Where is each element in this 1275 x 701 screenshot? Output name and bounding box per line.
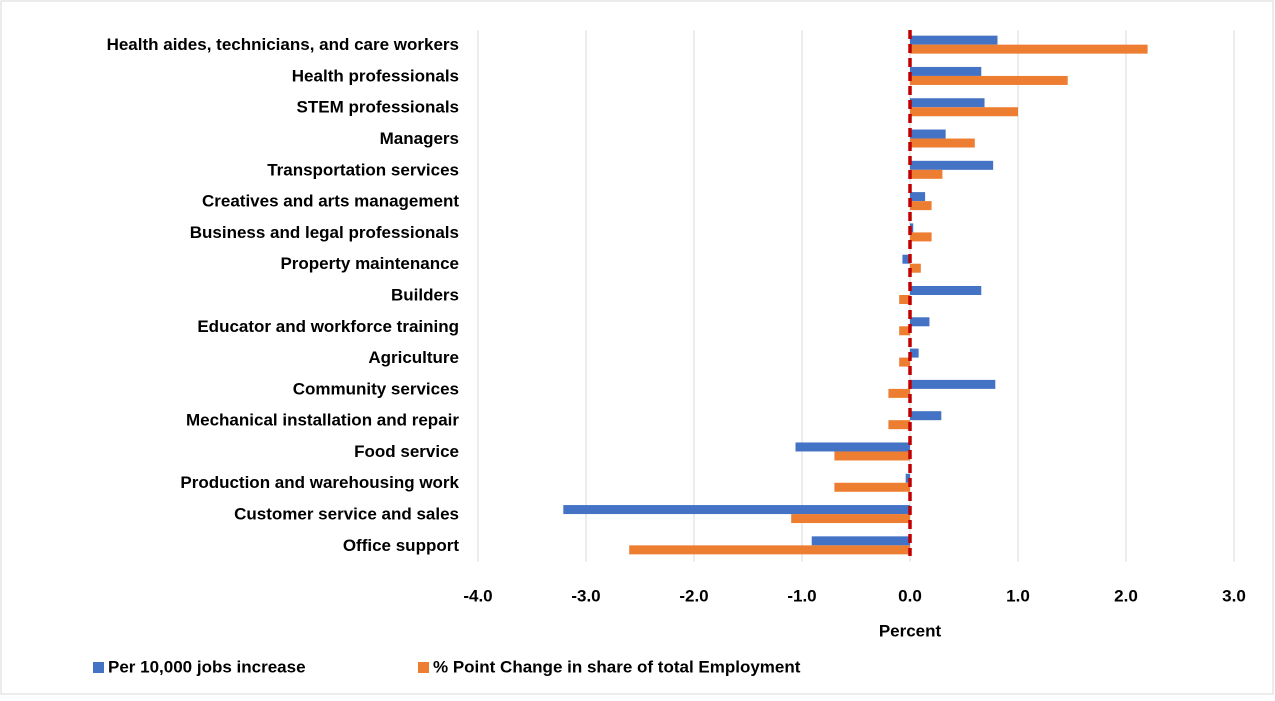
y-tick-label: Health aides, technicians, and care work…: [107, 35, 459, 54]
bar: [910, 232, 932, 242]
y-tick-label: Property maintenance: [280, 254, 459, 273]
y-tick-label: Educator and workforce training: [197, 317, 459, 336]
bar: [910, 286, 982, 295]
y-tick-label: Business and legal professionals: [190, 223, 459, 242]
y-tick-label: Health professionals: [292, 66, 459, 85]
x-tick-label: 0.0: [898, 586, 922, 605]
x-tick-label: 2.0: [1114, 586, 1138, 605]
bar: [899, 295, 910, 304]
bar: [888, 420, 910, 430]
bar: [910, 107, 1018, 117]
bar: [791, 514, 910, 524]
y-tick-label: Creatives and arts management: [202, 192, 459, 211]
bar: [795, 442, 910, 452]
bar: [910, 201, 932, 211]
y-tick-label: Community services: [293, 379, 459, 398]
bar: [888, 388, 910, 398]
x-tick-label: 1.0: [1006, 586, 1030, 605]
legend-label: Per 10,000 jobs increase: [108, 657, 306, 676]
bar: [905, 473, 910, 483]
bar: [910, 44, 1148, 54]
x-tick-label: 3.0: [1222, 586, 1246, 605]
bar: [563, 505, 910, 515]
bar: [910, 160, 994, 170]
x-tick-label: -1.0: [787, 586, 816, 605]
y-tick-label: Customer service and sales: [234, 505, 459, 524]
legend-swatch: [418, 662, 429, 673]
bar: [910, 379, 996, 389]
bar: [899, 357, 910, 367]
y-tick-label: Managers: [380, 129, 459, 148]
y-tick-label: STEM professionals: [297, 98, 459, 117]
y-tick-label: Production and warehousing work: [180, 473, 459, 492]
y-tick-label: Mechanical installation and repair: [186, 411, 459, 430]
bar: [910, 98, 985, 108]
bar: [910, 66, 982, 76]
bar: [899, 326, 910, 336]
y-tick-label: Office support: [343, 536, 460, 555]
bar: [910, 138, 975, 148]
legend-label: % Point Change in share of total Employm…: [433, 657, 801, 676]
y-tick-label: Agriculture: [368, 348, 459, 367]
bar: [910, 35, 998, 45]
bar: [910, 411, 942, 421]
x-tick-label: -4.0: [463, 586, 492, 605]
x-tick-label: -2.0: [679, 586, 708, 605]
bar: [834, 451, 910, 461]
bar: [629, 545, 910, 555]
bar: [910, 348, 919, 358]
x-axis-title: Percent: [879, 621, 942, 640]
bar: [910, 192, 926, 202]
y-tick-label: Transportation services: [267, 160, 459, 179]
y-tick-label: Food service: [354, 442, 459, 461]
bar: [902, 254, 910, 264]
bar: [811, 536, 910, 546]
bar: [910, 263, 921, 273]
y-tick-label: Builders: [391, 285, 459, 304]
bar: [834, 482, 910, 492]
bar: [910, 129, 946, 139]
legend-swatch: [93, 662, 104, 673]
bar: [910, 75, 1068, 85]
x-tick-label: -3.0: [571, 586, 600, 605]
bar: [910, 317, 930, 327]
bar: [910, 169, 943, 179]
